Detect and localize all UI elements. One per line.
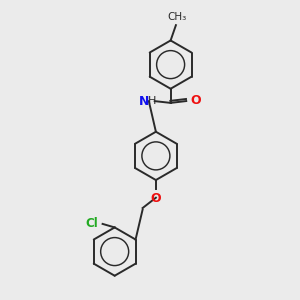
Text: H: H [148, 96, 157, 106]
Text: N: N [139, 94, 149, 108]
Text: Cl: Cl [86, 218, 98, 230]
Text: O: O [151, 192, 161, 206]
Text: CH₃: CH₃ [167, 12, 186, 22]
Text: O: O [190, 94, 201, 107]
